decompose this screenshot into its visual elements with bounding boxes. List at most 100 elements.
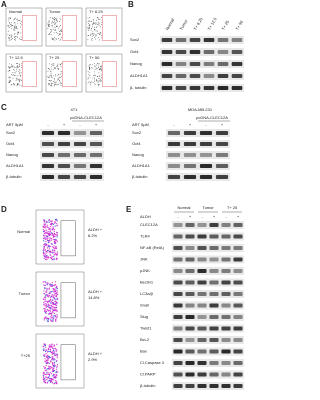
flow-dot	[10, 77, 12, 79]
flow-dot	[51, 85, 53, 86]
flow-dot	[12, 78, 14, 79]
band	[89, 131, 103, 135]
blot-strip	[166, 162, 230, 170]
flow-dot	[16, 28, 18, 30]
flow-dot	[42, 345, 44, 347]
flow-dot	[11, 66, 13, 68]
flow-dot	[88, 35, 89, 36]
flow-dot	[56, 233, 58, 236]
flow-dot	[54, 68, 55, 70]
band	[167, 164, 181, 168]
flow-dot	[50, 80, 52, 82]
flow-dot	[46, 249, 49, 252]
blot-title: MDA-MB-231	[188, 107, 213, 112]
flow-dot	[90, 64, 91, 66]
flow-dot	[50, 251, 52, 253]
band	[173, 246, 183, 250]
flow-dot	[50, 68, 52, 70]
flow-dot	[89, 68, 90, 69]
flow-dot	[91, 38, 93, 39]
blot-strip	[172, 255, 244, 264]
flow-dot	[52, 68, 54, 70]
flow-dot	[49, 378, 51, 380]
flow-dot	[48, 294, 51, 297]
band	[189, 38, 201, 42]
flow-dot	[48, 300, 51, 302]
row-label: Oct4	[6, 141, 15, 146]
flow-dot	[51, 256, 53, 259]
band	[57, 164, 71, 168]
flow-dot	[53, 28, 54, 30]
flow-dot	[17, 23, 18, 25]
flow-dot	[54, 225, 56, 227]
flow-dot	[7, 82, 9, 83]
flow-dot	[43, 344, 46, 346]
flow-dot	[43, 319, 45, 321]
flow-dot	[54, 281, 57, 283]
flow-dot	[55, 239, 57, 242]
flow-dot	[44, 377, 46, 379]
flow-dot	[43, 249, 45, 251]
flow-dot	[8, 18, 10, 20]
flow-dot	[56, 375, 58, 377]
flow-dot	[51, 301, 53, 303]
flow-dot	[55, 84, 57, 86]
flow-dot	[54, 309, 57, 311]
flow-dot	[89, 24, 91, 26]
flow-dot	[9, 39, 11, 41]
band	[185, 292, 195, 296]
flow-dot	[53, 369, 55, 372]
flow-dot	[93, 23, 94, 25]
flow-dot	[60, 19, 62, 21]
flow-dot	[44, 381, 47, 384]
flow-dot	[55, 307, 57, 309]
flow-dot	[50, 233, 52, 235]
flow-dot	[55, 289, 57, 291]
flow-dot	[45, 350, 47, 352]
flow-dot	[12, 38, 14, 40]
flow-dot	[43, 292, 45, 295]
gate	[101, 15, 117, 41]
band	[221, 338, 231, 342]
flow-dot	[8, 67, 10, 69]
band	[231, 62, 243, 66]
flow-dot	[53, 63, 55, 65]
band	[185, 384, 195, 388]
band	[197, 303, 207, 308]
flow-dot	[94, 80, 95, 82]
flow-dot	[54, 27, 56, 29]
flow-dot	[50, 360, 52, 362]
flow-dot	[95, 34, 97, 36]
band	[215, 153, 229, 157]
flow-dot	[47, 251, 49, 253]
flow-dot	[53, 64, 55, 66]
flow-dot	[95, 79, 97, 81]
flow-dot	[46, 289, 48, 291]
band	[221, 384, 231, 388]
flow-dot	[11, 34, 13, 36]
flow-dot	[44, 249, 46, 251]
flow-dot	[45, 221, 47, 224]
flow-dot	[47, 356, 50, 358]
flow-dot	[15, 27, 17, 28]
row-label: CLEC12A	[140, 222, 158, 227]
band	[167, 131, 181, 135]
flow-dot	[57, 65, 59, 67]
band	[57, 142, 71, 146]
flow-dot	[49, 251, 51, 253]
flow-dot	[18, 71, 20, 72]
flow-dot	[42, 298, 44, 300]
flow-dot	[52, 250, 54, 252]
flow-dot	[9, 82, 10, 84]
flow-dot	[88, 22, 90, 24]
band	[221, 372, 231, 377]
flow-dot	[99, 39, 101, 41]
flow-dot	[52, 302, 54, 304]
band	[173, 349, 183, 354]
band	[173, 303, 183, 308]
flow-dot	[54, 19, 56, 21]
row-label: Snail	[140, 303, 149, 308]
flow-dot	[43, 301, 45, 303]
flow-dot	[49, 225, 52, 228]
flow-dot	[50, 351, 52, 354]
